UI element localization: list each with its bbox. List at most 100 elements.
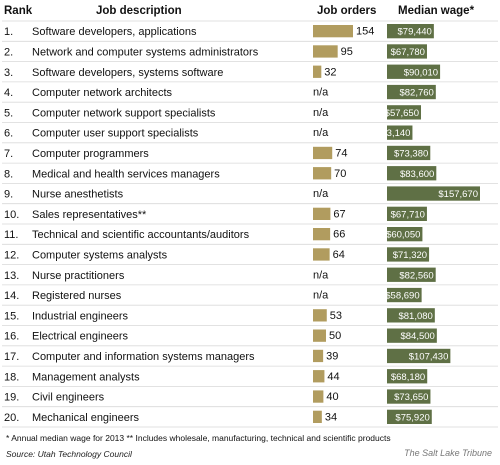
job-label: Civil engineers (32, 392, 105, 404)
median-wage-bar (387, 308, 435, 323)
job-label: Mechanical engineers (32, 412, 140, 424)
median-wage-value: $83,600 (400, 169, 434, 180)
job-orders-value: 32 (324, 66, 336, 78)
job-orders-bar (313, 45, 338, 58)
header-job-description: Job description (96, 5, 182, 17)
median-wage-bar (387, 105, 422, 120)
table-row: 1. Software developers, applications 154 $7… (2, 20, 498, 39)
rank-label: 17. (4, 351, 19, 363)
rank-label: 6. (4, 128, 13, 140)
job-label: Management analysts (32, 371, 140, 383)
rank-label: 14. (4, 290, 19, 302)
job-label: Industrial engineers (32, 310, 129, 322)
median-wage-value: $67,780 (391, 47, 425, 58)
job-label: Sales representatives** (32, 209, 147, 221)
rank-label: 12. (4, 249, 19, 261)
median-wage-bar (387, 206, 427, 221)
job-orders-bar (313, 349, 324, 363)
publisher-credit: The Salt Lake Tribune (404, 448, 492, 458)
median-wage-bar (387, 145, 431, 161)
median-wage-value: $57,650 (385, 108, 419, 119)
median-wage-bar (387, 247, 430, 262)
table-row: 17. Computer and information systems mana… (2, 345, 498, 364)
median-wage-bar (387, 84, 436, 100)
rank-label: 16. (4, 331, 19, 343)
job-label: Computer network architects (32, 87, 172, 99)
job-orders-value: 53 (330, 310, 342, 322)
job-orders-bar (313, 390, 324, 403)
job-label: Software developers, systems software (32, 67, 223, 79)
rank-label: 4. (4, 87, 13, 99)
job-orders-value: 34 (325, 411, 337, 423)
job-orders-bar (313, 309, 327, 322)
median-wage-value: $75,920 (395, 412, 429, 423)
median-wage-value: $82,760 (399, 88, 433, 99)
job-label: Computer systems analysts (32, 249, 168, 261)
rank-label: 7. (4, 148, 13, 160)
median-wage-bar (387, 369, 428, 384)
job-orders-value: 44 (327, 371, 339, 383)
job-label: Computer network support specialists (32, 107, 216, 119)
rank-label: 1. (4, 26, 13, 38)
table-row: 7. Computer programmers 74 $73,380 (2, 142, 498, 161)
rank-label: 20. (4, 412, 19, 424)
median-wage-bar (387, 44, 427, 59)
table-row: 18. Management analysts 44 $68,180 (2, 365, 498, 384)
job-orders-value: 70 (334, 168, 346, 180)
job-label: Registered nurses (32, 290, 122, 302)
table-row: 2. Network and computer systems administr… (2, 40, 498, 59)
job-orders-value: 50 (329, 330, 341, 342)
median-wage-value: $73,650 (394, 392, 428, 403)
table-row: 15. Industrial engineers 53 $81,080 (2, 304, 498, 323)
job-orders-value: 67 (333, 208, 345, 220)
median-wage-bar (387, 409, 432, 424)
table-row: 10. Sales representatives** 67 $67,710 (2, 203, 498, 221)
median-wage-bar (387, 24, 434, 39)
median-wage-bar (387, 348, 451, 364)
table-row: 5. Computer network support specialists n/… (2, 101, 498, 120)
job-orders-na: n/a (313, 87, 329, 99)
table-row: 8. Medical and health services managers 70… (2, 162, 498, 181)
table-row: 19. Civil engineers 40 $73,650 (2, 385, 498, 404)
job-orders-bar (313, 370, 325, 383)
header-rank: Rank (4, 5, 33, 17)
footnote: * Annual median wage for 2013 ** Include… (6, 433, 391, 443)
job-orders-na: n/a (313, 107, 329, 119)
rank-label: 5. (4, 107, 13, 119)
rank-label: 8. (4, 168, 13, 180)
job-orders-na: n/a (313, 290, 329, 302)
job-orders-value: 66 (333, 229, 345, 241)
job-orders-value: 95 (341, 46, 353, 58)
job-orders-bar (313, 167, 332, 180)
median-wage-value: $84,500 (400, 331, 434, 342)
job-orders-value: 74 (335, 147, 347, 159)
header-job-orders: Job orders (317, 5, 376, 17)
job-orders-bar (313, 146, 333, 160)
job-orders-na: n/a (313, 269, 329, 281)
job-label: Nurse anesthetists (32, 189, 124, 201)
median-wage-value: $67,710 (391, 209, 425, 220)
median-wage-bar (387, 389, 431, 404)
median-wage-value: $107,430 (409, 351, 449, 362)
median-wage-value: $73,380 (394, 148, 428, 159)
job-label: Computer user support specialists (32, 128, 199, 140)
job-orders-na: n/a (313, 127, 329, 139)
median-wage-value: $68,180 (391, 372, 425, 383)
table-row: 4. Computer network architects n/a $82,760 (2, 81, 498, 100)
median-wage-value: $58,690 (385, 291, 419, 302)
median-wage-value: $82,560 (399, 270, 433, 281)
median-wage-value: $60,050 (386, 230, 420, 241)
table-row: 12. Computer systems analysts 64 $71,320 (2, 243, 498, 262)
job-label: Network and computer systems administrat… (32, 46, 259, 58)
job-orders-bar (313, 329, 326, 342)
median-wage-value: $90,010 (404, 67, 438, 78)
job-label: Electrical engineers (32, 331, 128, 343)
table-row: 14. Registered nurses n/a $58,690 (2, 284, 498, 303)
table-row: 16. Electrical engineers 50 $84,500 (2, 325, 498, 343)
job-orders-bar (313, 25, 353, 38)
table-row: 6. Computer user support specialists n/a $4… (2, 122, 498, 140)
median-wage-bar (387, 328, 437, 343)
job-label: Technical and scientific accountants/aud… (32, 229, 250, 241)
job-orders-bar (313, 248, 330, 261)
